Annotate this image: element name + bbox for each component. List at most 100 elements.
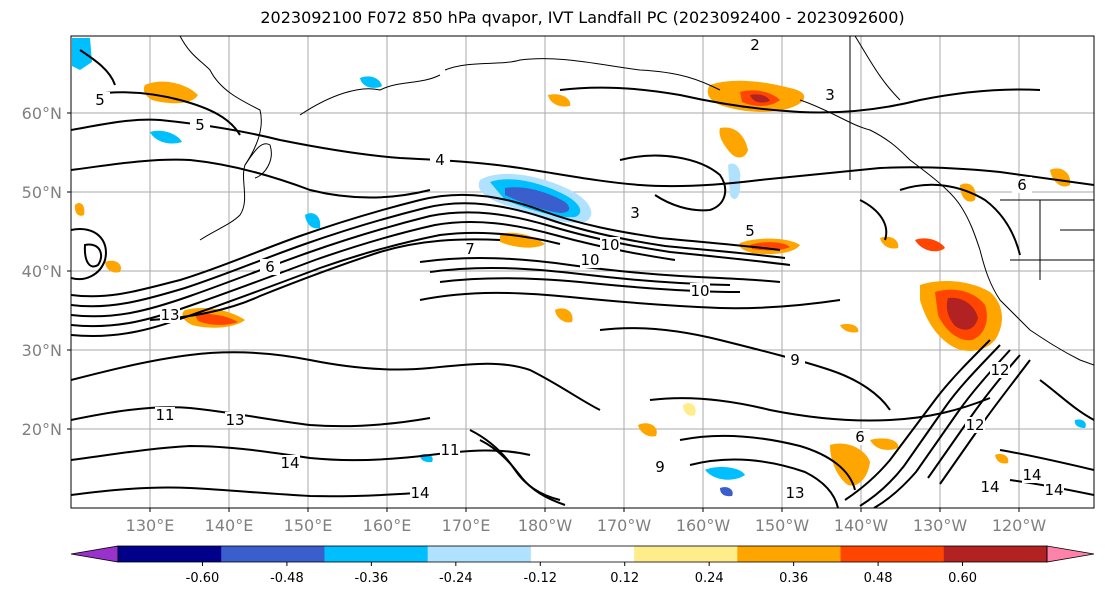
lon-tick-label: 130°W — [913, 516, 968, 535]
contour-label-bg — [965, 417, 985, 433]
colorbar-swatch — [324, 546, 429, 562]
lon-tick-label: 120°W — [992, 516, 1047, 535]
lat-tick-label: 50°N — [22, 183, 62, 202]
lon-tick-label: 150°E — [284, 516, 333, 535]
contour-label: 7 — [465, 240, 475, 258]
lon-tick-label: 180°W — [518, 516, 573, 535]
contour-label-bg — [1022, 467, 1042, 483]
colorbar-tick-label: -0.36 — [355, 571, 389, 586]
contour-label-bg — [850, 429, 870, 445]
contour-label-bg — [155, 407, 175, 423]
contour-label-bg — [1044, 482, 1064, 498]
contour-label-bg — [410, 485, 430, 501]
contour-label-bg — [980, 479, 1000, 495]
lat-tick-label: 40°N — [22, 262, 62, 281]
colorbar-swatch — [943, 546, 1048, 562]
contour-label: 13 — [160, 306, 179, 324]
contour-label-bg — [600, 237, 620, 253]
contour-label: 6 — [1017, 176, 1027, 194]
contour-label-bg — [90, 92, 110, 108]
colorbar-ticks: -0.60 -0.48 -0.36 -0.24 -0.12 0.12 0.24 0.36 0.4… — [186, 562, 977, 586]
lon-tick-label: 140°W — [834, 516, 889, 535]
lon-tick-label: 150°W — [755, 516, 810, 535]
contour-label-bg — [650, 459, 670, 475]
contour-label: 12 — [965, 416, 984, 434]
colorbar-swatch — [427, 546, 532, 562]
lon-tick-label: 170°W — [597, 516, 652, 535]
colorbar-swatch — [530, 546, 635, 562]
longitude-labels: 130°E 140°E 150°E 160°E 170°E 180°W 170°W 160°W… — [126, 508, 1047, 535]
contour-label-bg — [1012, 177, 1032, 193]
qvapor-anomaly-fills — [72, 38, 1086, 497]
map-content — [71, 36, 1094, 508]
colorbar-tick-label: 0.48 — [864, 571, 893, 586]
contour-label-bg — [260, 259, 280, 275]
contour-label: 13 — [785, 484, 804, 502]
colorbar-tick-label: 0.24 — [695, 571, 724, 586]
contour-label-bg — [430, 152, 450, 168]
contour-label-bg — [690, 283, 710, 299]
contour-label: 13 — [225, 411, 244, 429]
colorbar-tick-label: 0.60 — [948, 571, 977, 586]
lon-tick-label: 160°W — [676, 516, 731, 535]
contour-label: 5 — [195, 116, 205, 134]
colorbar-extension-low — [70, 545, 119, 563]
contour-label: 4 — [435, 151, 445, 169]
contour-label-bg — [580, 252, 600, 268]
contour-label: 5 — [745, 222, 755, 240]
contour-label: 11 — [155, 406, 174, 424]
contour-label: 11 — [440, 441, 459, 459]
colorbar-tick-label: 0.12 — [610, 571, 639, 586]
colorbar-swatch — [221, 546, 325, 562]
contour-label-bg — [160, 307, 180, 323]
contour-label: 10 — [690, 282, 709, 300]
lat-tick-label: 20°N — [22, 420, 62, 439]
lat-tick-label: 30°N — [22, 341, 62, 360]
contour-label: 9 — [655, 458, 665, 476]
contour-label: 5 — [95, 91, 105, 109]
colorbar-swatch — [634, 546, 738, 562]
lon-tick-label: 170°E — [442, 516, 491, 535]
map-border — [70, 35, 1095, 509]
contour-label-bg — [740, 223, 760, 239]
contour-label: 9 — [790, 351, 800, 369]
contour-label: 3 — [630, 204, 640, 222]
colorbar-tick-label: -0.60 — [186, 571, 220, 586]
contour-label-bg — [460, 241, 480, 257]
contour-label-bg — [225, 412, 245, 428]
contour-label: 14 — [410, 484, 429, 502]
colorbar-extension-high — [1046, 545, 1095, 563]
contour-label-bg — [280, 455, 300, 471]
contour-label: 10 — [600, 236, 619, 254]
contour-label-bg — [190, 117, 210, 133]
colorbar-outline — [117, 545, 1048, 563]
contour-label: 3 — [825, 86, 835, 104]
contour-label: 10 — [580, 251, 599, 269]
colorbar-tick-label: -0.48 — [270, 571, 304, 586]
contour-label: 2 — [750, 36, 760, 54]
colorbar-tick-label: 0.36 — [779, 571, 808, 586]
contour-labels: 2334555666799101010111112121313131414141… — [90, 36, 1064, 502]
contour-label-bg — [990, 362, 1010, 378]
contour-label: 6 — [265, 258, 275, 276]
colorbar-swatch — [118, 546, 222, 562]
contour-label-bg — [785, 352, 805, 368]
page-title: 2023092100 F072 850 hPa qvapor, IVT Land… — [260, 8, 905, 27]
colorbar-swatch — [737, 546, 842, 562]
contour-label: 14 — [980, 478, 999, 496]
colorbar-tick-label: -0.24 — [439, 571, 473, 586]
lon-tick-label: 140°E — [205, 516, 254, 535]
contour-label-bg — [440, 442, 460, 458]
contour-label: 12 — [990, 361, 1009, 379]
contour-label: 14 — [280, 454, 299, 472]
lon-tick-label: 130°E — [126, 516, 175, 535]
colorbar-swatch — [840, 546, 945, 562]
contour-label-bg — [785, 485, 805, 501]
contour-label-bg — [625, 205, 645, 221]
contour-label-bg — [745, 37, 765, 53]
contour-label-bg — [820, 87, 840, 103]
lat-tick-label: 60°N — [22, 104, 62, 123]
contour-label: 6 — [855, 428, 865, 446]
colorbar-tick-label: -0.12 — [523, 571, 557, 586]
